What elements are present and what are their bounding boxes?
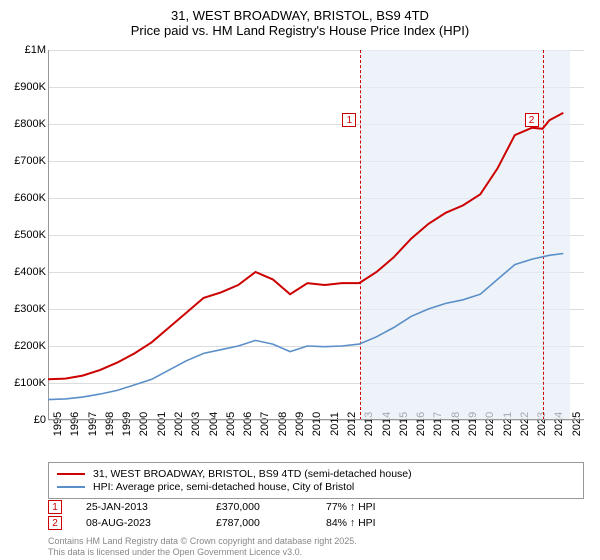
- footer-line-1: Contains HM Land Registry data © Crown c…: [48, 536, 357, 547]
- y-tick-label: £0: [34, 414, 46, 426]
- line-series: [48, 50, 584, 420]
- legend-label-property: 31, WEST BROADWAY, BRISTOL, BS9 4TD (sem…: [93, 468, 412, 480]
- footer: Contains HM Land Registry data © Crown c…: [48, 536, 357, 558]
- legend-item-hpi: HPI: Average price, semi-detached house,…: [57, 481, 575, 493]
- event-row-2: 2 08-AUG-2023 £787,000 84% ↑ HPI: [48, 516, 584, 530]
- event-pct-2: 84% ↑ HPI: [326, 517, 436, 529]
- title-line-2: Price paid vs. HM Land Registry's House …: [0, 23, 600, 38]
- legend-label-hpi: HPI: Average price, semi-detached house,…: [93, 481, 354, 493]
- title-line-1: 31, WEST BROADWAY, BRISTOL, BS9 4TD: [0, 8, 600, 23]
- y-tick-label: £1M: [25, 44, 46, 56]
- y-tick-label: £700K: [14, 155, 46, 167]
- y-tick-label: £300K: [14, 303, 46, 315]
- chart-container: 31, WEST BROADWAY, BRISTOL, BS9 4TD Pric…: [0, 0, 600, 560]
- legend-swatch-hpi: [57, 486, 85, 488]
- y-tick-label: £200K: [14, 340, 46, 352]
- legend-swatch-property: [57, 473, 85, 475]
- y-tick-label: £100K: [14, 377, 46, 389]
- y-tick-label: £900K: [14, 81, 46, 93]
- y-tick-label: £400K: [14, 266, 46, 278]
- series-hpi: [48, 254, 563, 400]
- event-row-1: 1 25-JAN-2013 £370,000 77% ↑ HPI: [48, 500, 584, 514]
- event-price-2: £787,000: [216, 517, 326, 529]
- title-block: 31, WEST BROADWAY, BRISTOL, BS9 4TD Pric…: [0, 0, 600, 42]
- footer-line-2: This data is licensed under the Open Gov…: [48, 547, 357, 558]
- event-date-1: 25-JAN-2013: [86, 501, 216, 513]
- event-pct-1: 77% ↑ HPI: [326, 501, 436, 513]
- event-price-1: £370,000: [216, 501, 326, 513]
- y-tick-label: £500K: [14, 229, 46, 241]
- event-badge-1: 1: [48, 500, 62, 514]
- y-tick-label: £800K: [14, 118, 46, 130]
- event-badge-2: 2: [48, 516, 62, 530]
- legend: 31, WEST BROADWAY, BRISTOL, BS9 4TD (sem…: [48, 462, 584, 499]
- events-table: 1 25-JAN-2013 £370,000 77% ↑ HPI 2 08-AU…: [48, 498, 584, 532]
- event-date-2: 08-AUG-2023: [86, 517, 216, 529]
- legend-item-property: 31, WEST BROADWAY, BRISTOL, BS9 4TD (sem…: [57, 468, 575, 480]
- series-property: [48, 113, 563, 379]
- y-tick-label: £600K: [14, 192, 46, 204]
